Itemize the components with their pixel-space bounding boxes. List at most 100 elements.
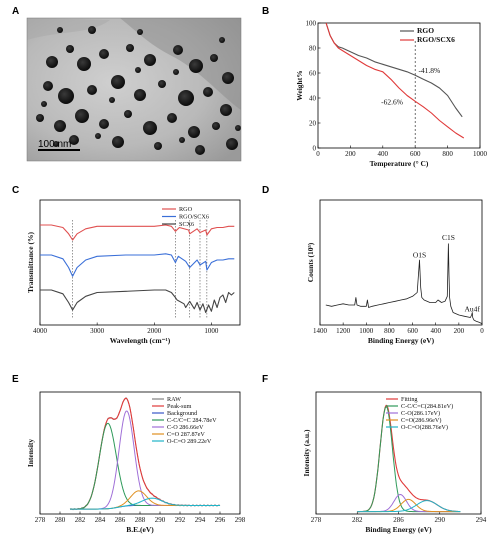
- nanoparticle: [46, 56, 58, 68]
- x-tick-label: 290: [155, 516, 166, 524]
- ftir-chart: 4000 3000 2000 1000 Wavelength (cm⁻¹) Transmi…: [26, 199, 241, 345]
- y-tick-label: 0: [313, 144, 317, 152]
- x-axis-label: Binding Energy (eV): [368, 336, 435, 345]
- x-axis-label: Wavelength (cm⁻¹): [110, 336, 171, 345]
- nanoparticle: [144, 54, 156, 66]
- nanoparticle: [219, 37, 225, 43]
- x-tick-label: 200: [454, 327, 465, 335]
- nanoparticle: [66, 45, 74, 53]
- legend-label: RGO: [417, 26, 434, 35]
- xps-survey-chart: 1400 1200 1000 800 600 400 200 0 Binding Energy …: [306, 199, 484, 345]
- y-axis-label: Weight%: [295, 70, 304, 100]
- y-axis-label: Counts (10⁵): [306, 242, 315, 282]
- legend-label: C-C/C=C(284.81eV): [401, 403, 453, 410]
- tga-chart: 0 200 400 600 800 1000 0 20 40 60 80 100 Temperature…: [295, 19, 488, 168]
- y-tick-label: 100: [306, 19, 317, 27]
- annotation: -41.8%: [418, 66, 440, 75]
- series-line-0: [325, 22, 463, 118]
- y-tick-label: 80: [309, 44, 317, 52]
- x-tick-label: 400: [378, 150, 389, 158]
- y-tick-label: 60: [309, 69, 317, 77]
- legend-label: O-C=O 289.22eV: [167, 438, 212, 445]
- y-axis-label: Transmittance (%): [26, 232, 35, 293]
- legend-label: C-O(286.17eV): [401, 410, 440, 417]
- x-tick-label: 294: [195, 516, 206, 524]
- nanoparticle: [235, 125, 241, 131]
- nanoparticle: [143, 121, 157, 135]
- x-tick-label: 278: [35, 516, 46, 524]
- nanoparticle: [126, 44, 134, 52]
- nanoparticle: [173, 45, 183, 55]
- x-tick-label: 1400: [313, 327, 328, 335]
- nanoparticle: [179, 137, 185, 143]
- nanoparticle: [134, 89, 146, 101]
- annotation: -62.6%: [381, 97, 403, 106]
- y-axis-label: Intensity (a.u.): [302, 429, 311, 476]
- annotation: C1S: [442, 233, 455, 242]
- nanoparticle: [53, 141, 59, 147]
- legend-label: Background: [167, 410, 198, 417]
- nanoparticle: [111, 75, 125, 89]
- x-tick-label: 284: [95, 516, 106, 524]
- x-tick-label: 278: [311, 516, 322, 524]
- nanoparticle: [124, 110, 132, 118]
- xps-c1s-e-chart: 278 280 282 284 286 288 290 292 294 296 298 B.E.(eV…: [26, 391, 246, 534]
- x-tick-label: 1000: [473, 150, 488, 158]
- legend-label: SCX6: [179, 221, 194, 228]
- nanoparticle: [195, 145, 205, 155]
- legend-label: C=O 287.87eV: [167, 431, 205, 438]
- nanoparticle: [189, 59, 203, 73]
- panel-label-a: A: [12, 6, 19, 17]
- x-axis-label: Temperature (° C): [370, 159, 429, 168]
- x-tick-label: 800: [442, 150, 453, 158]
- series-line-0: [325, 243, 483, 325]
- panel-label-d: D: [262, 185, 269, 196]
- panel-label-b: B: [262, 6, 269, 17]
- x-tick-label: 600: [410, 150, 421, 158]
- legend-label: C-C/C=C 284.78eV: [167, 417, 217, 424]
- legend-label: RGO: [179, 206, 193, 213]
- x-tick-label: 800: [384, 327, 395, 335]
- x-tick-label: 286: [393, 516, 404, 524]
- series-line-2: [40, 289, 235, 314]
- nanoparticle: [135, 67, 141, 73]
- legend-label: RAW: [167, 396, 181, 403]
- legend-label: RGO/SCX6: [179, 214, 209, 221]
- nanoparticle: [222, 72, 234, 84]
- panel-label-c: C: [12, 185, 19, 196]
- nanoparticle: [99, 119, 109, 129]
- plot-frame: [39, 391, 241, 515]
- nanoparticle: [154, 142, 162, 150]
- legend-label: Peak-sum: [167, 403, 192, 410]
- nanoparticle: [69, 135, 79, 145]
- scale-bar-label: 100 nm: [38, 139, 71, 150]
- nanoparticle: [212, 122, 220, 130]
- x-tick-label: 282: [352, 516, 363, 524]
- y-axis-label: Intensity: [26, 439, 35, 468]
- series-line-0: [40, 224, 235, 241]
- x-tick-label: 1000: [359, 327, 374, 335]
- nanoparticle: [188, 126, 200, 138]
- legend-label: C=O(286.96eV): [401, 417, 441, 424]
- plot-frame: [39, 199, 241, 326]
- x-tick-label: 400: [430, 327, 441, 335]
- x-tick-label: 200: [345, 150, 356, 158]
- nanoparticle: [43, 81, 53, 91]
- nanoparticle: [167, 113, 177, 123]
- nanoparticle: [36, 114, 44, 122]
- legend-label: RGO/SCX6: [417, 35, 455, 44]
- x-tick-label: 4000: [33, 327, 48, 335]
- nanoparticle: [75, 109, 89, 123]
- x-tick-label: 3000: [90, 327, 105, 335]
- component-curve-3: [357, 500, 461, 513]
- legend-label: C-O 286.66eV: [167, 424, 204, 431]
- plot-frame: [317, 22, 481, 149]
- panel-label-f: F: [262, 374, 268, 385]
- component-curve-3: [70, 497, 220, 510]
- x-tick-label: 282: [75, 516, 86, 524]
- xps-c1s-f-chart: 278 282 286 290 294 Binding Energy (eV) Intens…: [302, 391, 487, 534]
- tem-micrograph: 100 nm: [26, 17, 242, 162]
- series-line-1: [40, 253, 235, 277]
- nanoparticle: [87, 85, 97, 95]
